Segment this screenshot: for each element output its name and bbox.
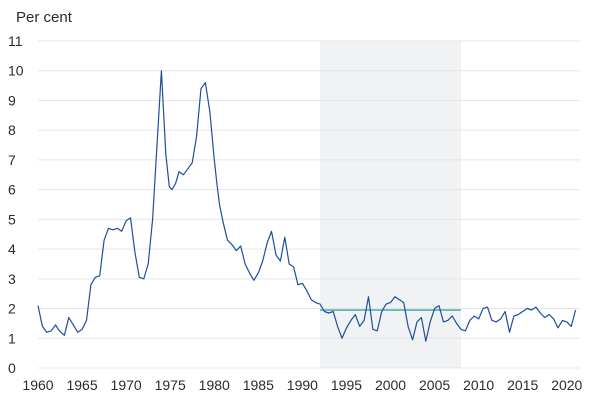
y-tick-label: 9: [8, 92, 16, 108]
y-tick-label: 7: [8, 152, 16, 168]
x-tick-label: 1985: [243, 377, 274, 393]
x-tick-label: 2010: [463, 377, 494, 393]
y-axis: 0 1 2 3 4 5 6 7 8 9 10 11: [8, 33, 24, 376]
x-tick-label: 2020: [551, 377, 582, 393]
gridlines: [38, 40, 580, 369]
x-axis: 1960 1965 1970 1975 1980 1985 1990 1995 2000 2005…: [22, 377, 582, 393]
y-tick-label: 6: [8, 182, 16, 198]
y-tick-label: 2: [8, 301, 16, 317]
x-tick-label: 2015: [507, 377, 538, 393]
x-tick-label: 1960: [22, 377, 53, 393]
y-tick-label: 3: [8, 271, 16, 287]
y-tick-label: 1: [8, 330, 16, 346]
x-tick-label: 1990: [287, 377, 318, 393]
x-tick-label: 1970: [111, 377, 142, 393]
x-tick-label: 1980: [199, 377, 230, 393]
y-tick-label: 10: [8, 63, 24, 79]
x-tick-label: 1975: [155, 377, 186, 393]
x-tick-label: 2005: [419, 377, 450, 393]
shaded-period: [320, 41, 462, 368]
series-line: [37, 70, 577, 342]
x-tick-label: 1965: [66, 377, 97, 393]
y-tick-label: 8: [8, 122, 16, 138]
y-tick-label: 11: [8, 33, 23, 49]
y-axis-title: Per cent: [16, 9, 73, 26]
x-tick-label: 1995: [331, 377, 362, 393]
y-tick-label: 0: [8, 360, 16, 376]
y-tick-label: 4: [8, 241, 16, 257]
x-tick-label: 2000: [375, 377, 406, 393]
y-tick-label: 5: [8, 211, 16, 227]
